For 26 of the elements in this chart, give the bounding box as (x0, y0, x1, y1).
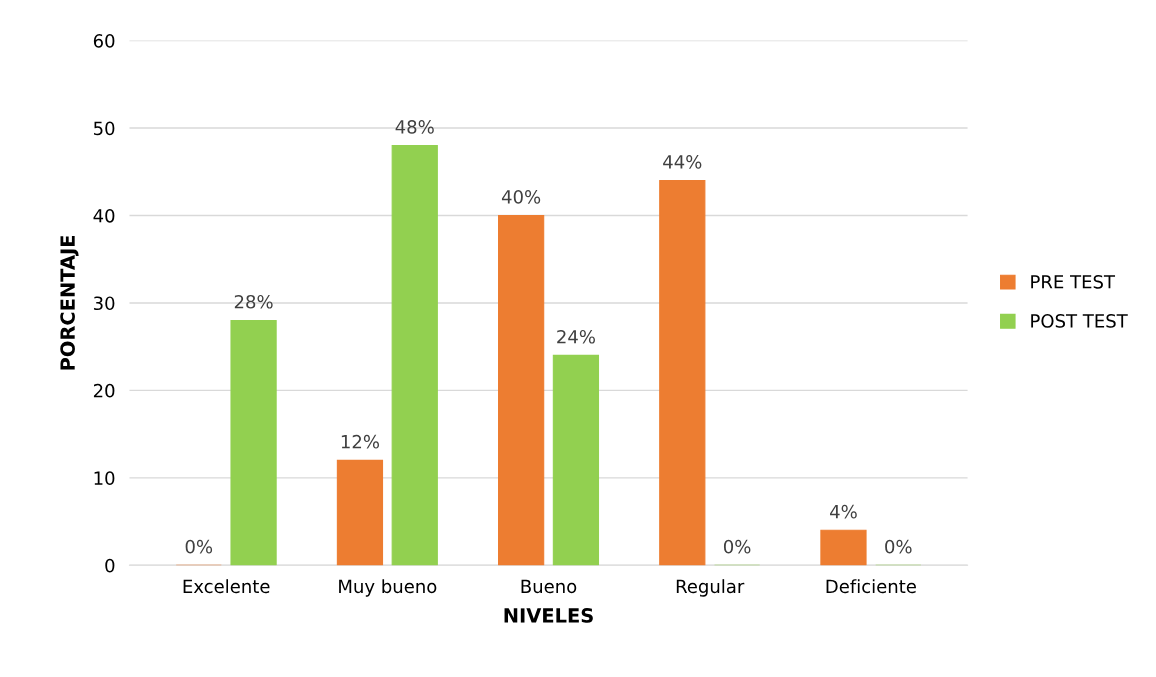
legend-label: POST TEST (1031, 314, 1128, 328)
data-label: 28% (234, 294, 273, 309)
x-tick-label: Muy bueno (339, 579, 437, 597)
data-label: 24% (557, 329, 595, 344)
y-tick-label: 10 (94, 471, 115, 485)
data-label: 0% (723, 539, 751, 554)
legend-label: PRE TEST (1031, 274, 1116, 289)
y-tick-label: 40 (93, 208, 115, 223)
data-label: 12% (341, 434, 380, 449)
y-tick-label: 60 (93, 34, 115, 48)
x-tick-label: Excelente (183, 579, 270, 594)
y-tick-label: 20 (93, 383, 115, 398)
data-label: 48% (395, 120, 434, 134)
x-axis-title: NIVELES (504, 608, 593, 623)
data-label: 4% (830, 504, 857, 519)
x-tick-label: Bueno (521, 579, 577, 594)
data-label: 0% (885, 539, 912, 554)
data-label: 44% (663, 155, 702, 169)
data-label: 40% (501, 190, 541, 204)
x-tick-label: Regular (676, 579, 745, 597)
y-tick-label: 30 (93, 296, 115, 311)
x-tick-label: Deficiente (826, 579, 916, 594)
y-tick-label: 0 (105, 558, 115, 573)
y-axis-title: PORCENTAJE (60, 235, 79, 370)
y-tick-label: 50 (94, 121, 115, 136)
data-label: 0% (185, 539, 213, 554)
